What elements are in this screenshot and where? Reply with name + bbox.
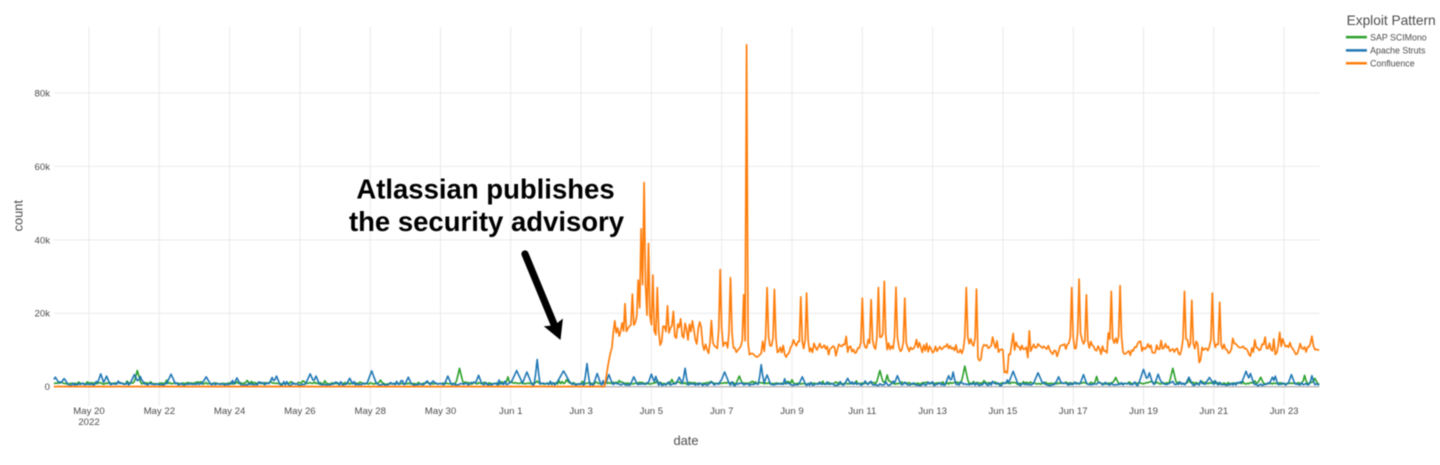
svg-text:40k: 40k [35, 235, 51, 246]
svg-text:20k: 20k [35, 309, 51, 320]
svg-text:0: 0 [45, 382, 50, 393]
svg-text:Jun 15: Jun 15 [988, 406, 1017, 417]
svg-text:May 30: May 30 [425, 406, 456, 417]
svg-text:the security advisory: the security advisory [349, 206, 625, 237]
svg-text:May 24: May 24 [214, 406, 246, 417]
svg-text:May 20: May 20 [73, 406, 104, 417]
svg-text:Jun 3: Jun 3 [569, 406, 592, 417]
svg-text:60k: 60k [35, 162, 51, 173]
svg-text:Exploit Pattern: Exploit Pattern [1347, 13, 1436, 28]
svg-text:Apache Struts: Apache Struts [1370, 46, 1426, 56]
svg-text:Jun 11: Jun 11 [848, 406, 876, 417]
svg-text:Jun 1: Jun 1 [499, 406, 522, 417]
svg-text:May 22: May 22 [144, 406, 175, 417]
svg-text:Jun 9: Jun 9 [780, 406, 803, 417]
svg-text:date: date [674, 433, 699, 448]
svg-text:Jun 5: Jun 5 [640, 406, 663, 417]
svg-text:80k: 80k [35, 88, 51, 99]
svg-text:Jun 21: Jun 21 [1199, 406, 1228, 417]
svg-text:Jun 13: Jun 13 [918, 406, 947, 417]
svg-text:SAP SCIMono: SAP SCIMono [1370, 32, 1427, 42]
svg-text:Jun 17: Jun 17 [1059, 406, 1088, 417]
svg-text:count: count [11, 200, 26, 232]
svg-text:May 26: May 26 [284, 406, 315, 417]
svg-text:Jun 19: Jun 19 [1129, 406, 1158, 417]
svg-text:Atlassian publishes: Atlassian publishes [356, 174, 614, 205]
svg-text:2022: 2022 [78, 417, 99, 428]
svg-text:Jun 7: Jun 7 [710, 406, 733, 417]
svg-text:Confluence: Confluence [1370, 59, 1415, 69]
svg-text:May 28: May 28 [354, 406, 385, 417]
svg-text:Jun 23: Jun 23 [1270, 406, 1299, 417]
